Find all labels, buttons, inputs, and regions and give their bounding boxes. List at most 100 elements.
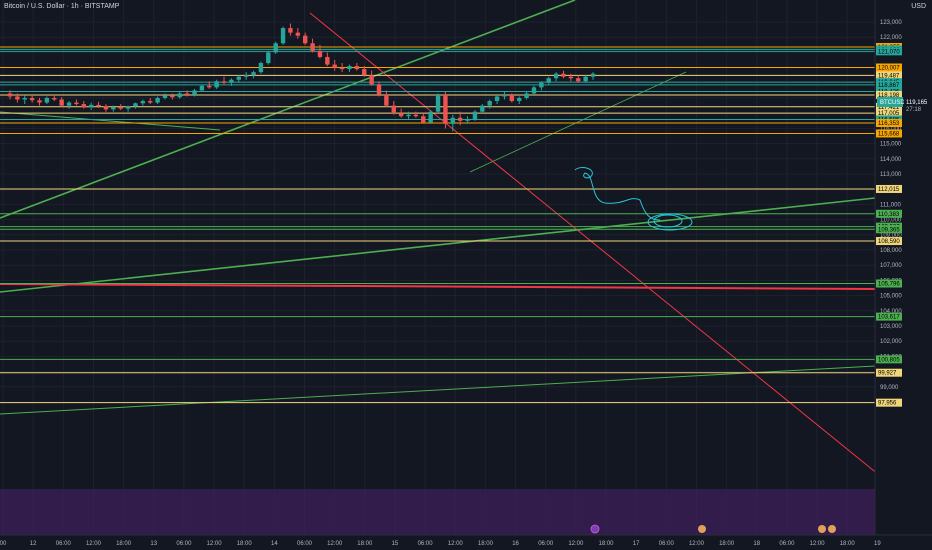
level-tag-label: 97,956 [878,401,897,407]
candle-body [354,66,360,70]
level-tag-label: 109,365 [878,227,900,233]
x-tick-label: 12:00 [327,541,343,547]
x-tick-label: 18 [753,541,760,547]
bottom-zone [0,489,875,535]
earnings-marker-icon [818,525,826,533]
candle-body [243,75,249,77]
candle-body [22,98,27,100]
x-tick-label: 06:00 [538,541,554,547]
candle-body [369,75,374,85]
y-tick-label: 110,000 [880,218,902,224]
candle-body [88,104,94,108]
candle-body [155,98,160,103]
candle-body [472,111,478,120]
candle-body [457,117,463,121]
candle-body [280,28,286,44]
level-tag [876,184,902,193]
candle-body [221,81,227,83]
x-tick-label: 06:00 [779,541,795,547]
hand-drawings [574,167,693,231]
level-tag-label: 115,668 [878,131,900,137]
candle-body [583,76,588,82]
candle-body [140,101,146,104]
candle-body [384,94,389,106]
red-resistance-line [0,283,876,290]
candle-body [111,107,116,110]
y-tick-label: 116,000 [880,126,902,132]
x-tick-label: 18:00 [357,541,373,547]
x-tick-label: 19 [874,541,881,547]
candle-body [494,96,500,102]
x-tick-label: 06:00 [297,541,313,547]
x-tick-label: 06:00 [176,541,192,547]
level-tag [876,237,902,246]
x-tick-label: 17 [633,541,640,547]
candle-body [450,117,455,124]
candle-body [317,50,323,57]
candle-body [96,104,101,107]
candle-body [546,78,551,83]
y-tick-label: 115,000 [880,142,902,148]
symbol-tag-price: 119,165 [906,100,928,106]
horizontal-levels [0,46,875,404]
level-tag-label: 120,007 [878,65,900,71]
candle-body [465,119,470,121]
candle-body [561,73,566,77]
currency-label[interactable]: USD [911,3,926,10]
level-tag [876,63,902,72]
candle-body [251,72,256,76]
candle-body [59,99,64,106]
candle-body [303,35,308,44]
candle-body [553,73,559,79]
event-markers[interactable] [590,524,836,534]
candle-body [524,93,529,98]
candle-body [325,56,330,65]
x-tick-label: 16 [512,541,519,547]
candle-body [148,101,153,103]
green-trendline-lower [0,365,876,415]
candle-body [15,96,20,100]
candle-body [295,32,301,36]
candle-body [162,95,168,98]
green-trendline-upper [0,0,576,219]
candle-body [170,95,175,98]
x-tick-label: 12 [30,541,37,547]
price-scale[interactable]: 123,000122,000121,000120,000119,000118,0… [874,0,932,535]
green-channel-line [469,71,687,173]
x-tick-label: 15 [392,541,399,547]
level-tag [876,398,902,407]
x-tick-label: 12:00 [689,541,705,547]
candle-body [539,82,544,88]
green-trendline-short [0,111,221,131]
candle-body [229,79,234,83]
candle-body [236,76,241,80]
candle-body [391,105,396,114]
y-tick-label: 99,000 [880,385,899,391]
x-tick-label: 18:00 [116,541,132,547]
level-tag-label: 103,617 [878,315,900,321]
time-scale[interactable]: 00 12 06:00 12:00 18:00 13 06:00 12:00 18:00 14 06… [0,534,932,550]
candle-body [125,106,131,109]
level-tag-label: 117,005 [878,111,900,117]
candle-body [509,94,515,102]
level-tag-label: 99,927 [878,371,897,377]
y-tick-label: 103,000 [880,324,902,330]
candle-body [421,116,426,123]
candle-body [576,78,581,82]
candle-body [339,67,345,70]
chart-title: Bitcoin / U.S. Dollar · 1h · BITSTAMP [4,3,120,10]
candle-body [81,104,86,108]
candle-body [568,76,574,79]
y-tick-label: 111,000 [880,202,901,208]
x-tick-label: 14 [271,541,278,547]
level-tag [876,225,902,234]
x-tick-label: 18:00 [598,541,614,547]
level-tag [876,209,902,218]
event-marker-icon [590,524,600,534]
candle-body [487,101,492,106]
candle-body [29,98,35,101]
candle-body [398,113,404,117]
x-tick-label: 06:00 [659,541,675,547]
candle-body [413,114,419,117]
